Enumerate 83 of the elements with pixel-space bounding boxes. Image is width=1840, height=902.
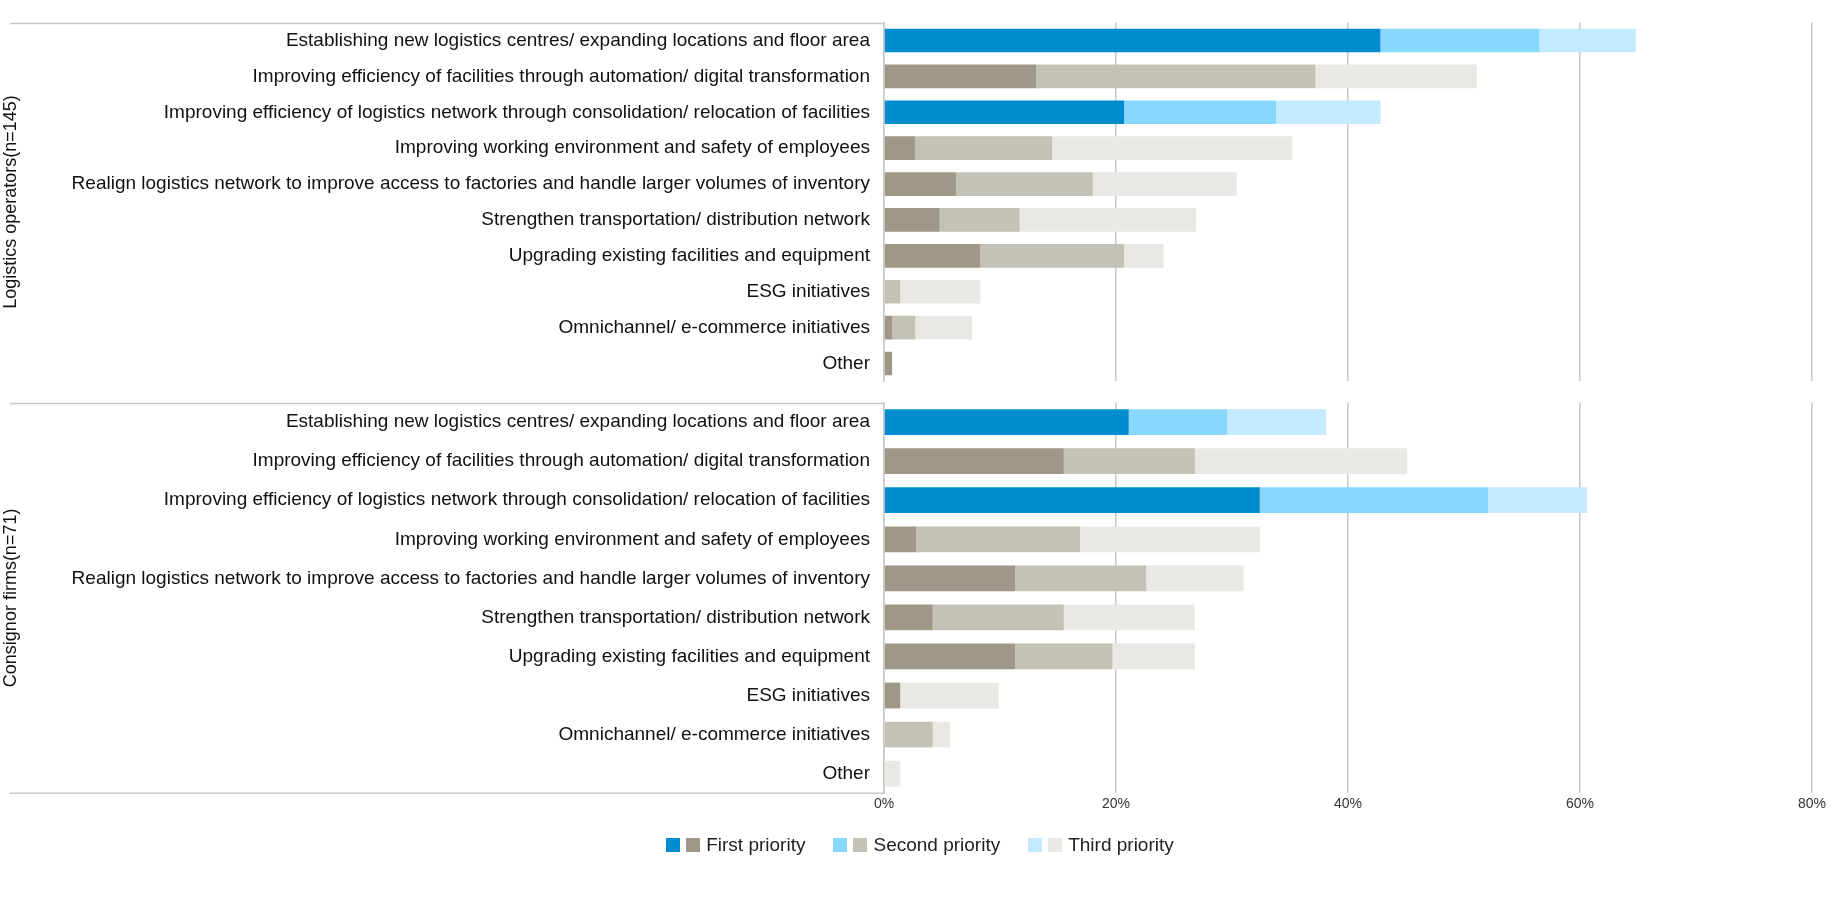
bar xyxy=(1052,136,1293,161)
bar xyxy=(1194,448,1408,475)
bar xyxy=(932,604,1064,631)
bar xyxy=(884,682,901,709)
bar xyxy=(884,721,933,748)
y-tick-label: Strengthen transportation/ distribution network xyxy=(481,605,871,627)
bar xyxy=(1019,208,1197,232)
bar xyxy=(1063,448,1195,475)
bar xyxy=(884,243,981,268)
bar xyxy=(884,760,901,787)
bar xyxy=(884,64,1036,89)
bar xyxy=(1488,487,1587,514)
bar xyxy=(884,351,893,376)
y-tick-label: Realign logistics network to improve access to factories and handle larger volumes of inventory xyxy=(71,172,871,194)
x-tick-label: 60% xyxy=(1565,795,1595,812)
bar xyxy=(1227,409,1326,435)
bar xyxy=(900,682,999,709)
bar xyxy=(1015,643,1113,670)
bar xyxy=(892,315,916,340)
y-tick-label: Strengthen transportation/ distribution network xyxy=(481,208,871,230)
y-tick-label: Other xyxy=(822,351,871,373)
bar xyxy=(1380,28,1540,53)
bar xyxy=(884,100,1125,125)
y-tick-label: Upgrading existing facilities and equipment xyxy=(508,644,871,666)
legend-label: First priority xyxy=(706,834,806,856)
y-tick-label: Improving efficiency of facilities through automation/ digital transformation xyxy=(252,449,870,471)
bar xyxy=(884,565,1016,592)
bar xyxy=(932,721,951,748)
x-tick-label: 0% xyxy=(873,795,895,812)
bar xyxy=(884,643,1016,670)
bar xyxy=(1015,565,1147,592)
y-tick-label: Establishing new logistics centres/ expanding locations and floor area xyxy=(285,410,871,432)
bar xyxy=(1080,526,1260,553)
bar xyxy=(916,526,1081,553)
bar xyxy=(884,279,901,304)
bar xyxy=(884,172,956,196)
bar xyxy=(884,448,1064,475)
y-tick-label: Omnichannel/ e-commerce initiatives xyxy=(558,315,870,337)
bar xyxy=(1315,64,1477,89)
bar xyxy=(1035,64,1316,89)
bar xyxy=(1063,604,1195,631)
y-tick-label: Improving working environment and safety of employees xyxy=(394,527,870,549)
bar xyxy=(884,208,940,232)
y-tick-label: Omnichannel/ e-commerce initiatives xyxy=(558,722,870,744)
bar xyxy=(884,28,1381,53)
x-tick-label: 80% xyxy=(1797,795,1827,812)
y-axis-title: Consignor firms(n=71) xyxy=(0,508,20,688)
bar xyxy=(900,279,981,304)
legend-label: Second priority xyxy=(873,834,1001,856)
bar xyxy=(884,526,917,553)
bar xyxy=(955,172,1093,196)
bar xyxy=(1539,28,1636,53)
y-axis-title: Logistics operators(n=145) xyxy=(0,95,20,309)
y-tick-label: Improving efficiency of logistics network through consolidation/ relocation of facilities xyxy=(163,100,870,122)
bar xyxy=(1124,100,1277,125)
x-tick-label: 40% xyxy=(1333,795,1363,812)
bar xyxy=(1259,487,1489,514)
bar xyxy=(1092,172,1237,196)
bar xyxy=(980,243,1125,268)
bar xyxy=(1112,643,1195,670)
y-tick-label: Upgrading existing facilities and equipment xyxy=(508,244,871,266)
bar xyxy=(884,315,893,340)
bar xyxy=(915,136,1053,161)
y-tick-label: ESG initiatives xyxy=(746,683,870,705)
y-tick-label: ESG initiatives xyxy=(746,279,870,301)
bar xyxy=(939,208,1020,232)
bar xyxy=(884,136,916,161)
y-tick-label: Improving efficiency of facilities through automation/ digital transformation xyxy=(252,64,870,86)
x-tick-label: 20% xyxy=(1101,795,1131,812)
bar xyxy=(915,315,973,340)
y-tick-label: Realign logistics network to improve access to factories and handle larger volumes of inventory xyxy=(71,566,871,588)
y-tick-label: Improving efficiency of logistics network through consolidation/ relocation of facilities xyxy=(163,488,870,510)
y-tick-label: Improving working environment and safety of employees xyxy=(394,136,870,158)
y-tick-label: Establishing new logistics centres/ expanding locations and floor area xyxy=(285,28,871,50)
bar xyxy=(1146,565,1244,592)
bar xyxy=(1276,100,1381,125)
bar xyxy=(884,487,1260,514)
y-tick-label: Other xyxy=(822,761,871,783)
bar xyxy=(884,409,1129,435)
bar xyxy=(884,604,933,631)
legend-label: Third priority xyxy=(1068,834,1174,856)
bar xyxy=(1124,243,1164,268)
bar xyxy=(1128,409,1228,435)
